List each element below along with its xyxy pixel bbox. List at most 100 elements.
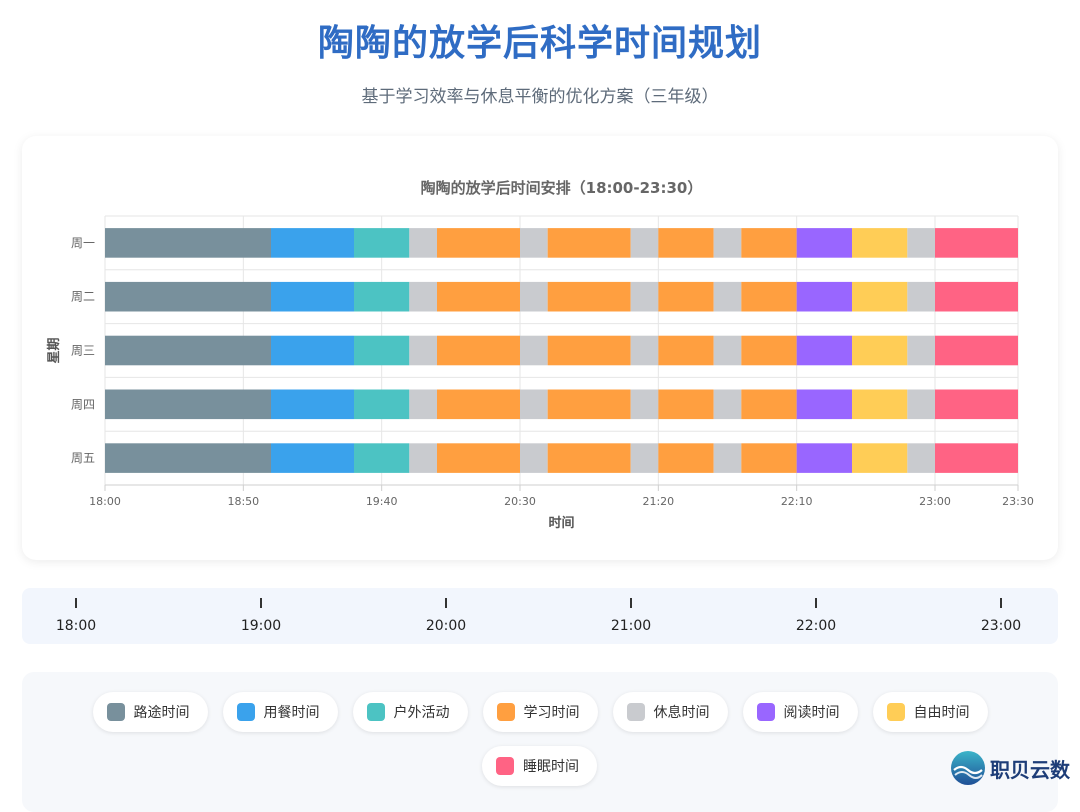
legend-item: 休息时间 [612,692,728,732]
legend-label: 学习时间 [523,705,580,721]
time-ruler-label: 18:00 [55,618,97,634]
legend-swatch [106,703,125,721]
bar-segment [935,281,1018,312]
bar-segment [354,228,410,258]
bar-segment [852,335,908,366]
bar-segment [409,389,437,420]
x-tick-label: 21:20 [642,495,674,508]
bar-segment [354,335,410,366]
time-ruler: 18:00 19:00 20:00 21:00 22:00 23:00 [22,588,1058,644]
bar-segment [520,281,548,312]
legend-item: 路途时间 [92,692,208,732]
bar-segment [520,389,548,420]
bar-segment [520,335,548,366]
legend-item: 学习时间 [482,692,598,732]
bar-segment [935,389,1018,420]
bar-segment [547,443,631,473]
time-ruler-label: 23:00 [980,618,1022,634]
bar-segment [713,281,742,312]
legend-item: 阅读时间 [742,692,858,732]
bar-segment [741,335,797,366]
bar-segment [271,335,354,366]
y-tick-label: 周五 [71,451,95,465]
bar-segment [935,228,1018,258]
time-ruler-item: 19:00 [231,588,291,634]
bar-segment [105,443,271,473]
bar-segment [354,389,410,420]
legend-label: 自由时间 [913,705,970,721]
legend-item: 户外活动 [352,692,468,732]
bar-segment [354,281,410,312]
bar-segment [437,228,520,258]
time-ruler-label: 20:00 [425,618,467,634]
bar-segment [105,335,271,366]
bar-segment [271,389,354,420]
bar-segment [630,389,659,420]
time-ruler-tick [260,598,262,608]
legend-label: 户外活动 [393,705,450,721]
bar-segment [907,389,935,420]
bar-segment [713,228,742,258]
y-tick-label: 周一 [71,236,95,250]
bar-segment [796,389,852,420]
x-axis-label: 时间 [548,515,574,531]
bar-segment [630,335,659,366]
bar-segment [658,389,714,420]
brand-logo-icon [951,751,985,785]
bar-segment [713,389,742,420]
bar-segment [271,281,354,312]
x-tick-label: 19:40 [366,495,398,508]
time-ruler-item: 22:00 [786,588,846,634]
legend-swatch [496,703,515,721]
time-ruler-tick [75,598,77,608]
time-ruler-item: 18:00 [46,588,106,634]
bar-segment [409,335,437,366]
bar-segment [409,228,437,258]
y-tick-label: 周四 [71,397,95,411]
bar-segment [354,443,410,473]
bar-segment [658,228,714,258]
time-ruler-item: 20:00 [416,588,476,634]
page-title: 陶陶的放学后科学时间规划 [317,23,762,64]
legend-label: 阅读时间 [783,705,840,721]
bar-segment [437,281,520,312]
bar-segment [713,335,742,366]
x-tick-label: 20:30 [504,495,536,508]
time-ruler-label: 22:00 [795,618,837,634]
time-ruler-tick [815,598,817,608]
bar-segment [658,443,714,473]
bar-segment [935,335,1018,366]
time-ruler-tick [1000,598,1002,608]
bar-segment [105,281,271,312]
bar-segment [658,335,714,366]
chart-title: 陶陶的放学后时间安排（18:00-23:30） [421,179,703,197]
legend-item: 用餐时间 [222,692,338,732]
bar-segment [796,228,852,258]
bar-segment [796,335,852,366]
brand-name: 职贝云数 [990,757,1070,782]
time-ruler-label: 19:00 [240,618,282,634]
bar-segment [741,389,797,420]
bar-segment [520,443,548,473]
x-tick-label: 18:00 [89,495,121,508]
bar-segment [935,443,1018,473]
legend-swatch [236,703,255,721]
bar-segment [547,228,631,258]
legend-swatch [756,703,775,721]
time-ruler-tick [630,598,632,608]
bar-segment [907,281,935,312]
bar-segment [547,389,631,420]
bar-segment [796,281,852,312]
bar-segment [852,281,908,312]
bar-segment [437,443,520,473]
bar-segment [520,228,548,258]
legend-swatch [496,757,514,775]
bar-segment [741,281,797,312]
bar-segment [658,281,714,312]
bar-segment [796,443,852,473]
bar-segment [271,443,354,473]
bar-segment [105,389,271,420]
chart-card: 陶陶的放学后时间安排（18:00-23:30） 周一 周二 周三 周四 周五 18:00 18… [22,136,1058,560]
legend-swatch [886,703,905,721]
